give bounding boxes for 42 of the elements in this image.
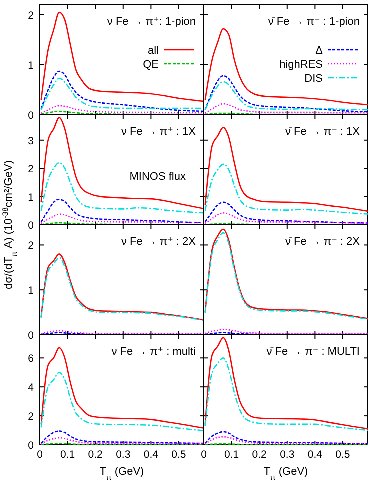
x-tick-label: 0.2 [88, 449, 104, 461]
x-axis-title: T$_{π}$ (GeV) [100, 466, 144, 482]
y-tick-label: 6 [28, 353, 34, 366]
y-tick-label: 0 [28, 330, 34, 342]
x-tick-label: 0 [37, 449, 44, 461]
y-tick-label: 2 [28, 164, 34, 176]
annotation: ν̄ Fe → π⁻ : 2X [285, 236, 361, 248]
x-tick-label: 0.5 [172, 449, 186, 461]
y-tick-label: 2 [28, 240, 34, 252]
y-tick-label: 0 [28, 110, 34, 122]
annotation: ν Fe → π⁺ : multi [112, 346, 196, 358]
annotation: ν Fe → π⁺: 1-pion [107, 16, 196, 28]
x-tick-label: 0.1 [224, 449, 240, 461]
annotation: ν̄ Fe → π⁻ : MULTI [266, 346, 360, 358]
legend-label: DIS [304, 73, 323, 85]
x-tick-label: 0.4 [308, 449, 323, 461]
x-tick-label: 0.3 [280, 449, 295, 461]
y-tick-label: 1 [28, 192, 34, 204]
x-tick-label: 0.3 [116, 449, 131, 461]
y-tick-label: 3 [28, 135, 34, 148]
x-tick-label: 0.5 [336, 449, 350, 461]
legend-label: QE [143, 59, 159, 71]
y-tick-label: 4 [28, 382, 34, 394]
annotation: ν Fe → π⁺ : 2X [121, 236, 197, 248]
y-tick-label: 2 [28, 10, 34, 22]
legend-label: highRES [280, 59, 323, 71]
y-tick-label: 1 [28, 285, 34, 298]
x-axis-title: T$_{π}$ (GeV) [264, 466, 308, 482]
y-tick-label: 0 [28, 220, 34, 232]
annotation: ν̄ Fe → π⁻ : 1-pion [268, 16, 360, 28]
x-tick-label: 0.2 [252, 449, 268, 461]
x-tick-label: 0.1 [60, 449, 76, 461]
y-tick-label: 1 [28, 60, 34, 72]
x-tick-label: 0 [201, 449, 208, 461]
annotation: ν̄ Fe → π⁻ : 1X [285, 126, 361, 138]
x-tick-label: 0.4 [144, 449, 159, 461]
annotation: ν Fe → π⁺ : 1X [121, 126, 197, 138]
legend-label: Δ [316, 45, 324, 57]
annotation: MINOS flux [130, 171, 186, 183]
y-tick-label: 2 [28, 411, 34, 424]
legend-label: all [148, 45, 159, 57]
y-tick-label: 0 [28, 440, 34, 452]
